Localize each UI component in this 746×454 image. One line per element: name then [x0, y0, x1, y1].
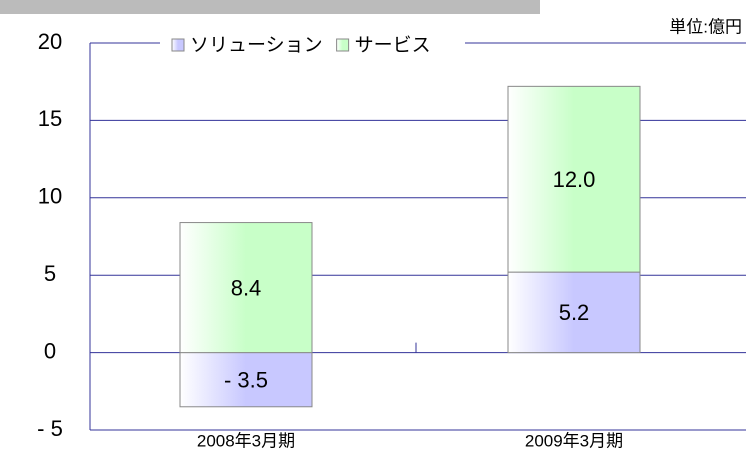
value-label: 8.4	[231, 275, 262, 300]
y-tick-label: 10	[38, 184, 62, 209]
x-tick-label: 2008年3月期	[197, 431, 295, 450]
y-tick-label: 20	[38, 29, 62, 54]
unit-label: 単位:億円	[669, 17, 742, 36]
bar-segment	[507, 85, 641, 273]
value-label: 12.0	[553, 167, 596, 192]
header-bar	[0, 0, 540, 14]
x-tick-label: 2009年3月期	[525, 431, 623, 450]
y-tick-label: - 5	[37, 416, 63, 441]
bar-segment	[179, 352, 313, 408]
value-label: - 3.5	[224, 368, 268, 393]
bar-segment	[507, 271, 641, 354]
legend-bg	[160, 33, 465, 57]
legend-label: ソリューション	[190, 35, 323, 56]
legend-swatch	[336, 38, 350, 52]
legend-label: サービス	[355, 34, 431, 56]
y-tick-label: 0	[44, 338, 56, 363]
bar-segment	[179, 222, 313, 354]
y-tick-label: 15	[38, 106, 62, 131]
legend-swatch	[171, 38, 185, 52]
y-tick-label: 5	[44, 261, 56, 286]
value-label: 5.2	[559, 300, 590, 325]
